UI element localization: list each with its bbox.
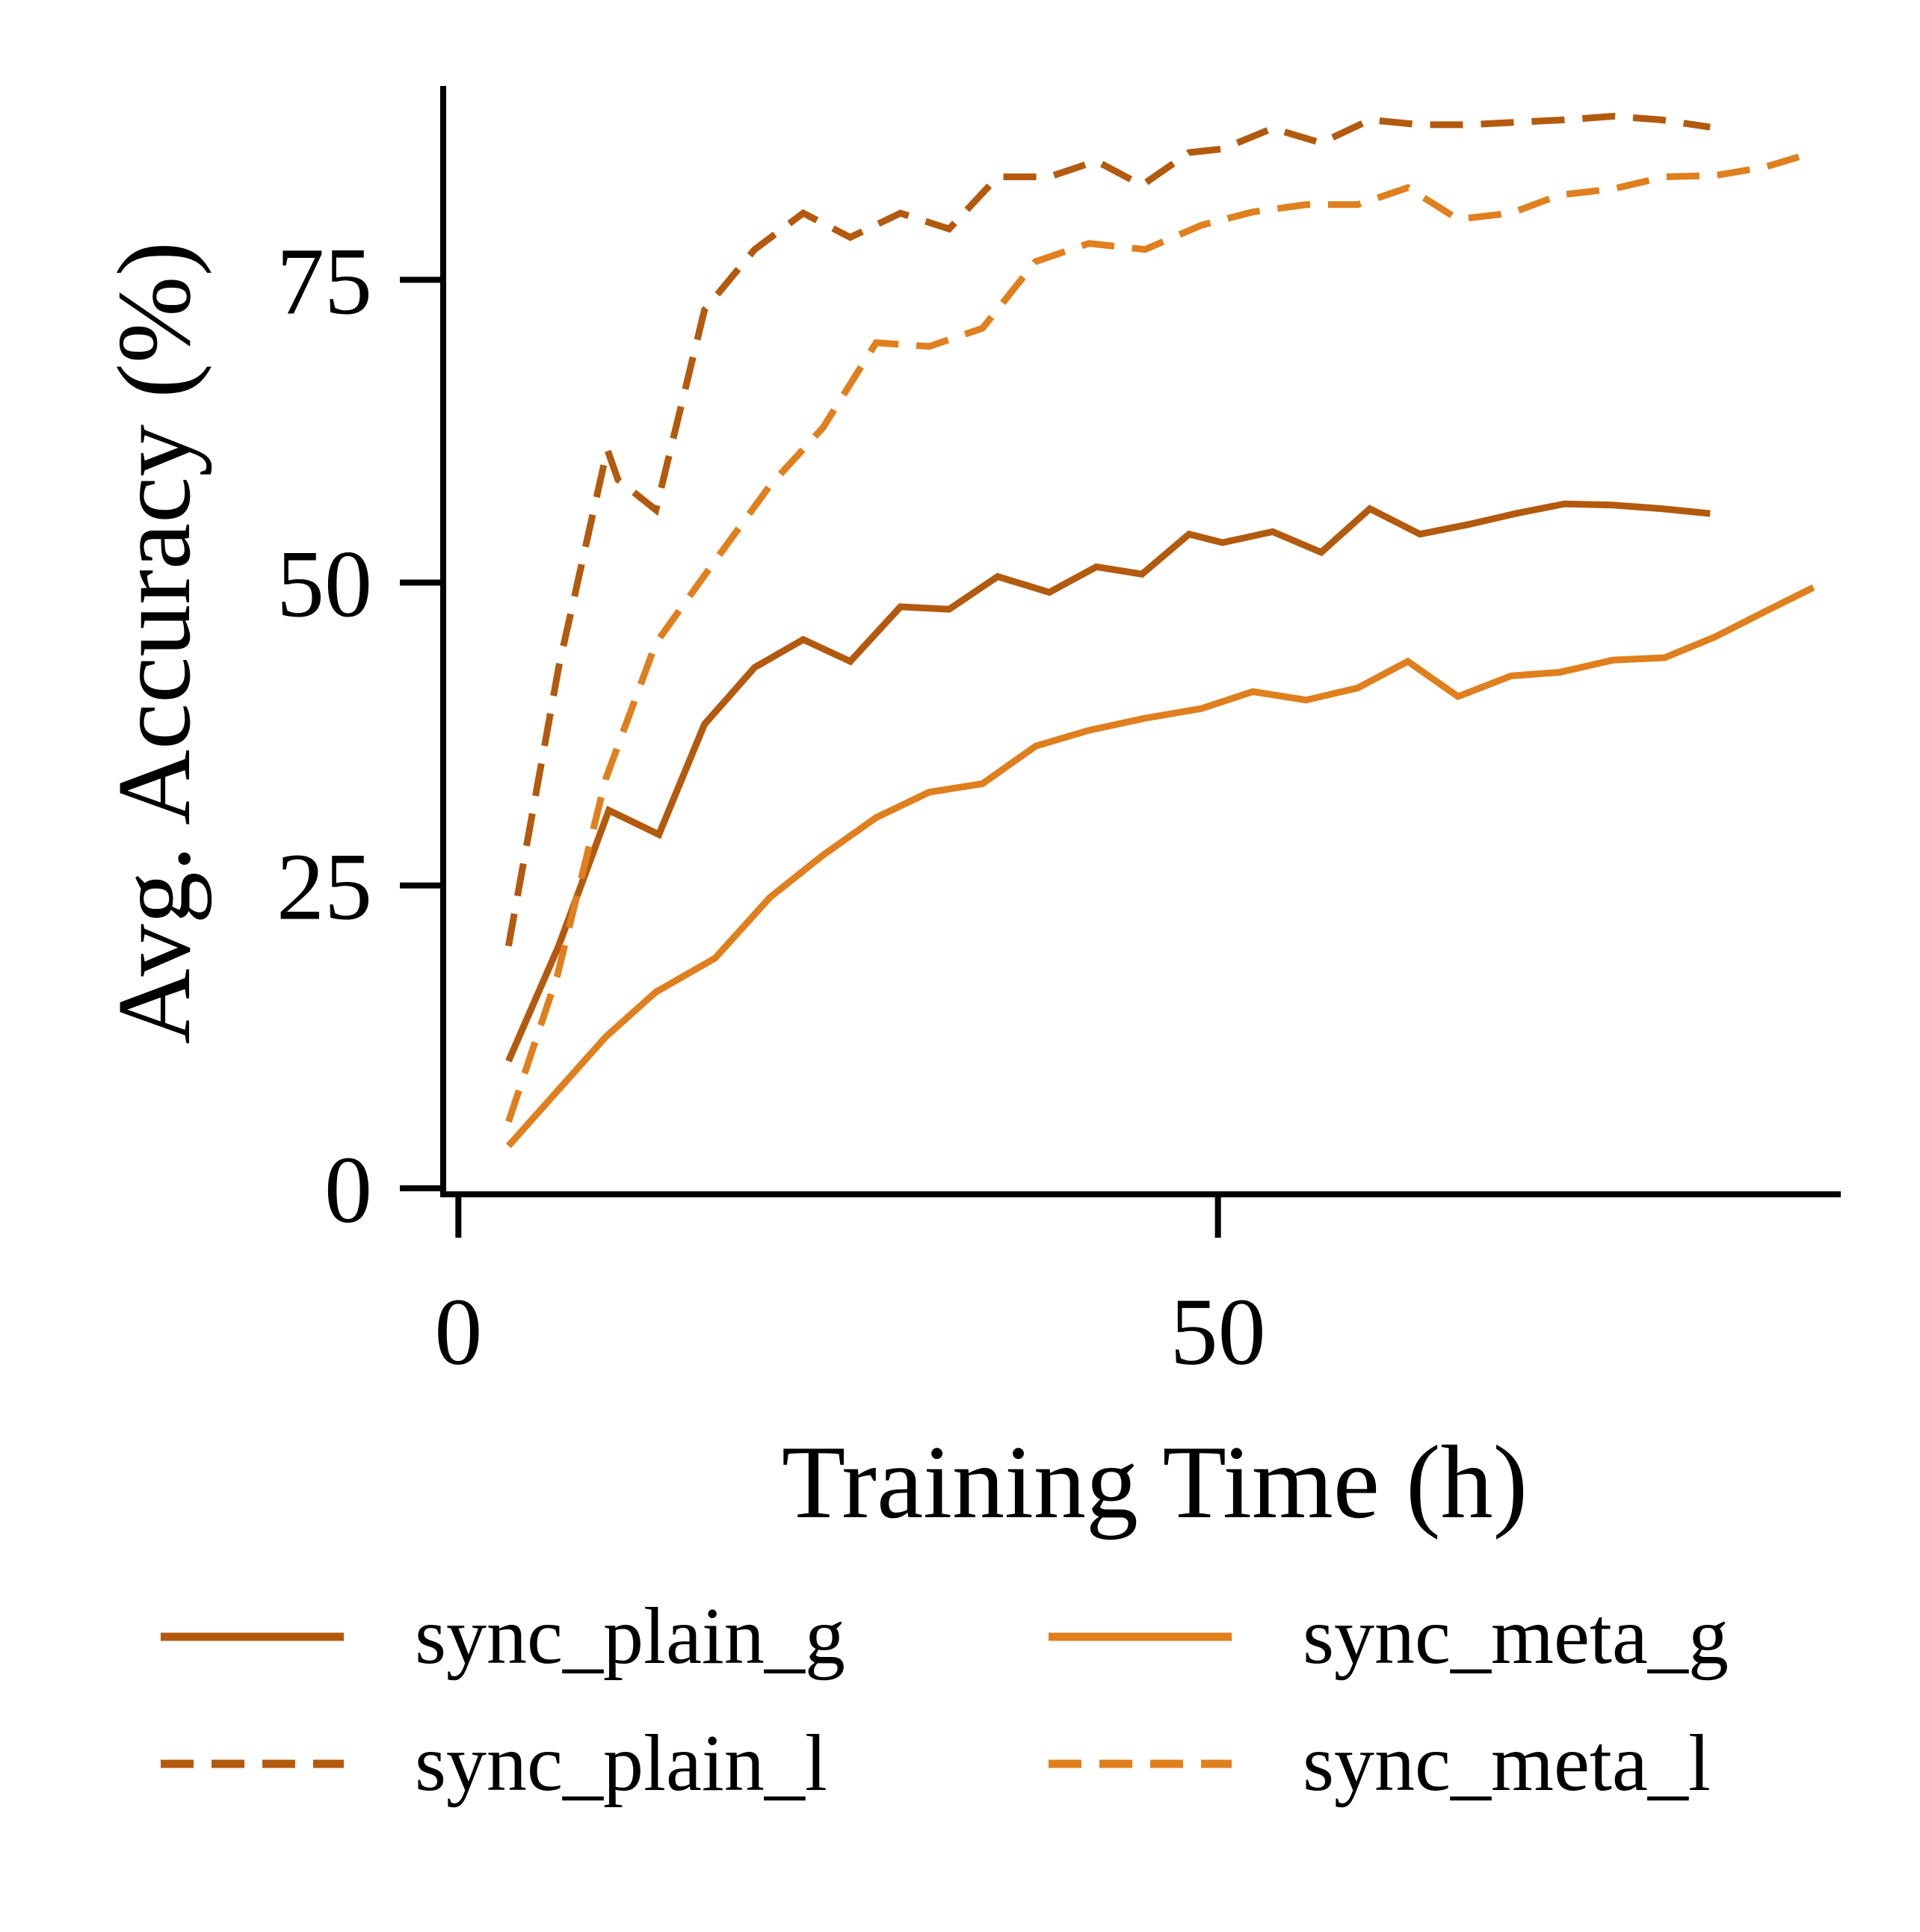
legend-label-sync_plain_g: sync_plain_g [415,1592,845,1681]
series-layer [504,112,1815,1149]
series-line-sync_plain_g [505,500,1711,1063]
x-axis-title: Training Time (h) [782,1425,1528,1540]
legend-item-sync_meta_l: sync_meta_l [1049,1719,1711,1808]
y-tick-label-50: 50 [277,531,372,638]
y-tick-label-0: 0 [324,1137,372,1243]
y-tick-label-25: 25 [277,834,372,940]
x-tick-label-50: 50 [1170,1279,1266,1385]
y-axis-title: Avg. Accuracy (%) [96,241,212,1044]
x-tick-label-0: 0 [434,1279,482,1385]
series-line-sync_meta_g [506,584,1815,1149]
y-tick-label-75: 75 [277,228,372,334]
legend-label-sync_meta_l: sync_meta_l [1303,1719,1711,1808]
legend-item-sync_plain_g: sync_plain_g [161,1592,845,1681]
legend-item-sync_plain_l: sync_plain_l [161,1719,827,1808]
legend: sync_plain_g sync_meta_g sync_plain_l sync_… [161,1592,1729,1808]
legend-label-sync_meta_g: sync_meta_g [1303,1592,1729,1681]
legend-label-sync_plain_l: sync_plain_l [415,1719,827,1808]
tick-layer: 0 25 50 75 0 50 [277,228,1266,1385]
series-line-sync_plain_l [504,112,1711,947]
series-line-sync_meta_l [505,149,1815,1123]
legend-item-sync_meta_g: sync_meta_g [1049,1592,1729,1681]
